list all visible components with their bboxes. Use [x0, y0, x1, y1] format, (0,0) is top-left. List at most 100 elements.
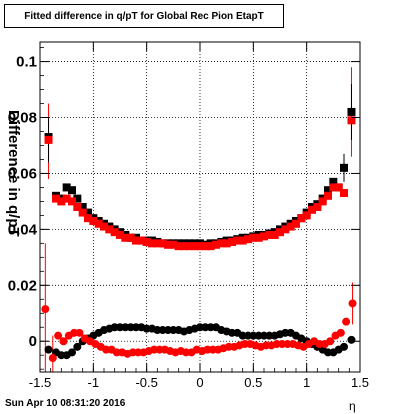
y-tick-label: 0.04	[8, 221, 38, 238]
square-marker	[329, 177, 338, 186]
chart-title: Fitted difference in q/pT for Global Rec…	[4, 4, 284, 28]
square-marker	[265, 230, 274, 239]
y-tick-label: 0.02	[8, 277, 37, 294]
square-marker	[201, 242, 210, 251]
x-tick-label: 0.5	[244, 375, 262, 390]
square-marker	[347, 116, 356, 125]
square-marker	[89, 216, 98, 225]
square-marker	[110, 228, 119, 237]
y-tick-label: 0.1	[16, 54, 37, 71]
square-marker	[62, 194, 71, 203]
square-marker	[52, 194, 60, 203]
square-marker	[78, 208, 87, 217]
circle-marker	[326, 337, 335, 346]
square-marker	[84, 208, 92, 217]
square-marker	[281, 225, 290, 234]
x-tick-label: -0.5	[135, 375, 157, 390]
circle-marker	[59, 337, 68, 346]
square-marker	[68, 186, 76, 195]
square-marker	[217, 239, 226, 248]
square-marker	[238, 236, 247, 245]
x-tick-label: -1	[88, 375, 100, 390]
square-marker	[329, 183, 338, 192]
square-marker	[116, 230, 124, 239]
square-marker	[340, 163, 348, 172]
square-marker	[249, 233, 258, 242]
square-marker	[302, 211, 311, 220]
square-marker	[206, 242, 215, 251]
square-marker	[340, 189, 348, 198]
square-marker	[292, 219, 300, 228]
square-marker	[62, 183, 71, 192]
square-marker	[164, 240, 172, 249]
square-marker	[142, 237, 151, 246]
square-marker	[347, 107, 356, 116]
square-marker	[44, 135, 53, 144]
square-marker	[121, 233, 130, 242]
square-marker	[190, 242, 199, 251]
x-tick-label: 1	[303, 375, 310, 390]
square-marker	[78, 203, 87, 211]
square-marker	[297, 214, 306, 223]
square-marker	[334, 183, 343, 192]
x-tick-label: 0	[196, 375, 203, 390]
square-marker	[73, 203, 82, 211]
square-marker	[73, 194, 82, 203]
y-tick-label: 0.08	[8, 110, 37, 127]
square-marker	[174, 242, 183, 251]
square-marker	[158, 239, 167, 248]
square-marker	[260, 232, 268, 241]
square-marker	[212, 240, 220, 249]
square-marker	[276, 228, 284, 237]
y-tick-label: 0.06	[8, 165, 37, 182]
square-marker	[318, 197, 327, 206]
square-marker	[126, 233, 135, 242]
circle-marker	[336, 328, 345, 337]
square-marker	[153, 239, 162, 248]
square-marker	[244, 235, 252, 244]
x-axis-label: η	[349, 399, 356, 413]
circle-marker	[340, 342, 348, 351]
y-axis-label: Difference in q/pT	[5, 110, 22, 237]
square-marker	[105, 225, 114, 234]
square-marker	[196, 242, 204, 251]
square-marker	[270, 230, 279, 239]
square-marker	[180, 242, 188, 251]
timestamp: Sun Apr 10 08:31:20 2016	[5, 398, 126, 409]
circle-marker	[44, 345, 53, 354]
circle-marker	[75, 328, 84, 337]
square-marker	[68, 197, 76, 206]
grid-lines	[40, 42, 360, 372]
square-marker	[169, 240, 178, 249]
square-marker	[308, 205, 316, 214]
x-tick-label: 1.5	[351, 375, 369, 390]
tick-labels: -1.5 -1 -0.5 0 0.5 1 1.5 0 0.02 0.04 0.06 0.08 0.1	[8, 54, 369, 390]
square-marker	[137, 236, 146, 245]
axis-ticks	[39, 42, 361, 372]
square-marker	[148, 239, 156, 248]
square-marker	[185, 242, 194, 251]
circle-marker	[347, 335, 356, 344]
circle-marker	[41, 305, 50, 314]
square-marker	[286, 222, 295, 231]
square-marker	[228, 237, 236, 246]
square-marker	[324, 186, 332, 195]
data-markers	[41, 107, 357, 363]
circle-marker	[68, 348, 76, 357]
square-marker	[57, 197, 66, 206]
square-marker	[94, 219, 103, 228]
circle-marker	[54, 331, 63, 340]
square-marker	[84, 214, 92, 223]
square-marker	[222, 239, 231, 248]
square-marker	[100, 222, 108, 231]
circle-marker	[73, 342, 82, 351]
square-marker	[324, 191, 332, 200]
square-marker	[233, 236, 242, 245]
square-marker	[132, 236, 140, 245]
y-tick-label: 0	[29, 333, 37, 350]
circle-marker	[342, 317, 351, 326]
square-marker	[313, 203, 322, 211]
x-tick-label: -1.5	[29, 375, 51, 390]
circle-marker	[48, 354, 57, 363]
circle-marker	[348, 299, 357, 308]
